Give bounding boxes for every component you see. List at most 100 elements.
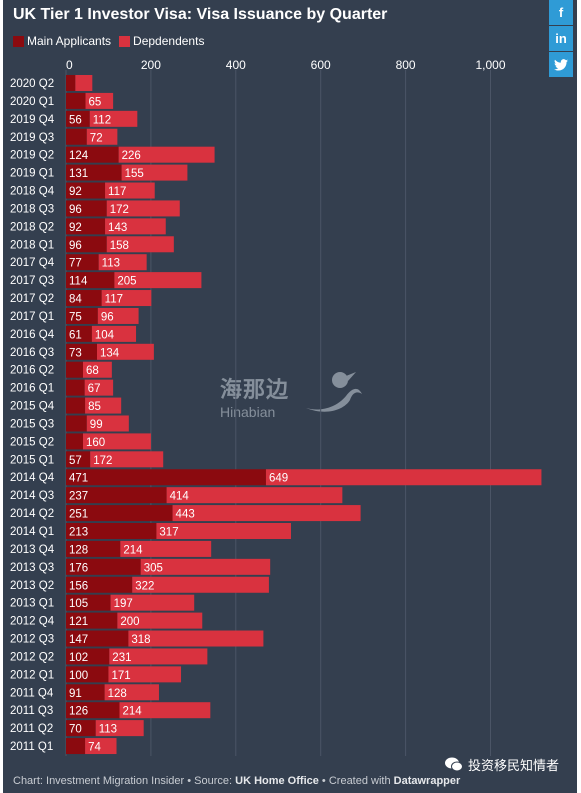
footer-source[interactable]: UK Home Office	[235, 775, 319, 787]
bar-main-applicants	[66, 397, 86, 414]
data-label-dependents: 67	[88, 383, 101, 395]
legend-item-dependents: Depdendents	[119, 34, 204, 48]
footer-tool[interactable]: Datawrapper	[393, 775, 461, 787]
category-label: 2012 Q3	[10, 634, 54, 646]
legend-item-main: Main Applicants	[13, 34, 111, 48]
facebook-icon[interactable]: f	[549, 0, 573, 25]
data-label-dependents: 99	[90, 419, 103, 431]
category-label: 2018 Q3	[10, 203, 54, 215]
bar-main-applicants	[66, 648, 110, 665]
bar-dependents	[85, 92, 114, 109]
data-label-dependents: 226	[122, 150, 141, 162]
category-label: 2020 Q1	[10, 96, 54, 108]
data-label-main: 114	[69, 276, 88, 288]
bar-dependents	[105, 218, 166, 235]
bar-dependents	[97, 307, 139, 324]
share-buttons: f in	[549, 0, 573, 78]
bar-main-applicants	[66, 738, 86, 755]
twitter-bird-glyph	[554, 58, 568, 71]
bar-dependents	[120, 540, 212, 557]
x-tick-label: 1,000	[475, 58, 505, 72]
bar-dependents	[106, 236, 174, 253]
bar-dependents	[84, 379, 114, 396]
x-tick-label: 800	[396, 58, 416, 72]
category-label: 2019 Q4	[10, 114, 55, 126]
category-label: 2012 Q2	[10, 651, 54, 663]
data-label-main: 126	[69, 706, 88, 718]
data-label-dependents: 649	[269, 473, 288, 485]
bar-main-applicants	[66, 540, 121, 557]
data-label-dependents: 172	[93, 455, 112, 467]
data-label-main: 75	[69, 311, 82, 323]
data-label-dependents: 68	[86, 365, 99, 377]
category-label: 2019 Q1	[10, 168, 54, 180]
bar-main-applicants	[66, 469, 266, 486]
data-label-main: 77	[69, 258, 82, 270]
data-label-main: 73	[69, 347, 82, 359]
data-label-dependents: 231	[112, 652, 131, 664]
data-label-main: 92	[69, 222, 82, 234]
bar-dependents	[89, 110, 138, 127]
data-label-main: 92	[69, 186, 82, 198]
bar-dependents	[90, 451, 164, 468]
bar-dependents	[96, 343, 154, 360]
category-label: 2014 Q2	[10, 508, 54, 520]
wechat-label: 投资移民知情者	[468, 758, 560, 773]
data-label-dependents: 414	[170, 491, 190, 503]
bar-main-applicants	[66, 128, 87, 145]
legend-label-dependents: Depdendents	[133, 34, 205, 48]
data-label-dependents: 322	[135, 580, 154, 592]
category-label: 2011 Q1	[10, 741, 53, 753]
bar-main-applicants	[66, 343, 97, 360]
bar-dependents	[109, 648, 208, 665]
bar-dependents	[118, 146, 215, 163]
bar-dependents	[108, 666, 182, 683]
bar-dependents	[86, 128, 118, 145]
data-label-dependents: 200	[120, 616, 139, 628]
data-label-dependents: 113	[99, 724, 117, 736]
category-label: 2018 Q2	[10, 221, 54, 233]
category-label: 2018 Q1	[10, 239, 54, 251]
category-label: 2018 Q4	[10, 186, 55, 198]
category-label: 2016 Q1	[10, 383, 54, 395]
data-label-main: 176	[69, 562, 88, 574]
data-label-main: 147	[69, 634, 88, 646]
bar-main-applicants	[66, 415, 87, 432]
bar-main-applicants	[66, 254, 99, 271]
bar-dependents	[132, 576, 269, 593]
bar-dependents	[128, 630, 264, 647]
x-tick-label: 600	[311, 58, 331, 72]
category-label: 2013 Q1	[10, 598, 54, 610]
x-tick-label: 0	[66, 58, 73, 72]
category-label: 2015 Q1	[10, 454, 54, 466]
bar-dependents	[85, 738, 117, 755]
bar-main-applicants	[66, 612, 118, 629]
data-label-dependents: 205	[117, 276, 136, 288]
x-tick-label: 400	[226, 58, 246, 72]
data-label-main: 56	[69, 114, 82, 126]
bar-dependents	[104, 684, 159, 701]
data-label-dependents: 171	[111, 670, 130, 682]
linkedin-icon[interactable]: in	[549, 26, 573, 51]
data-label-dependents: 155	[125, 168, 144, 180]
bar-main-applicants	[66, 451, 91, 468]
category-label: 2011 Q3	[10, 705, 53, 717]
bar-dependents	[121, 164, 188, 181]
wechat-icon	[445, 757, 463, 772]
bar-main-applicants	[66, 505, 173, 522]
data-label-dependents: 305	[144, 562, 163, 574]
footer-prefix: Chart: Investment Migration Insider • So…	[13, 775, 236, 787]
data-label-main: 70	[69, 724, 82, 736]
bird-logo-icon	[306, 372, 362, 412]
bar-main-applicants	[66, 218, 106, 235]
category-label: 2012 Q4	[10, 616, 55, 628]
bar-main-applicants	[66, 666, 109, 683]
twitter-icon[interactable]	[549, 52, 573, 77]
data-label-dependents: 104	[95, 329, 115, 341]
category-label: 2015 Q2	[10, 436, 54, 448]
bar-main-applicants	[66, 361, 83, 378]
category-label: 2011 Q2	[10, 723, 53, 735]
data-label-dependents: 318	[131, 634, 150, 646]
bar-dependents	[95, 720, 144, 737]
bar-main-applicants	[66, 558, 141, 575]
